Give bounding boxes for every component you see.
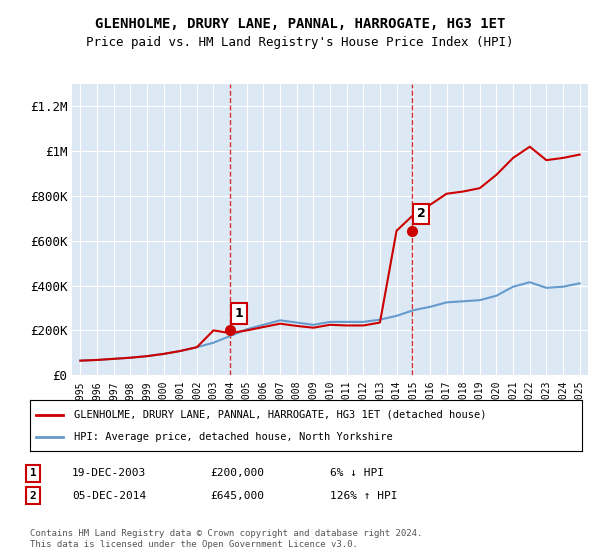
Text: £200,000: £200,000 — [210, 468, 264, 478]
Text: Price paid vs. HM Land Registry's House Price Index (HPI): Price paid vs. HM Land Registry's House … — [86, 36, 514, 49]
Text: HPI: Average price, detached house, North Yorkshire: HPI: Average price, detached house, Nort… — [74, 432, 393, 442]
Text: GLENHOLME, DRURY LANE, PANNAL, HARROGATE, HG3 1ET: GLENHOLME, DRURY LANE, PANNAL, HARROGATE… — [95, 17, 505, 31]
Text: 19-DEC-2003: 19-DEC-2003 — [72, 468, 146, 478]
Text: 6% ↓ HPI: 6% ↓ HPI — [330, 468, 384, 478]
Text: Contains HM Land Registry data © Crown copyright and database right 2024.
This d: Contains HM Land Registry data © Crown c… — [30, 529, 422, 549]
Text: 1: 1 — [235, 307, 244, 320]
Text: 2: 2 — [29, 491, 37, 501]
Text: 1: 1 — [29, 468, 37, 478]
Text: £645,000: £645,000 — [210, 491, 264, 501]
Text: 2: 2 — [417, 207, 425, 220]
Text: 126% ↑ HPI: 126% ↑ HPI — [330, 491, 398, 501]
Text: 05-DEC-2014: 05-DEC-2014 — [72, 491, 146, 501]
Text: GLENHOLME, DRURY LANE, PANNAL, HARROGATE, HG3 1ET (detached house): GLENHOLME, DRURY LANE, PANNAL, HARROGATE… — [74, 409, 487, 419]
